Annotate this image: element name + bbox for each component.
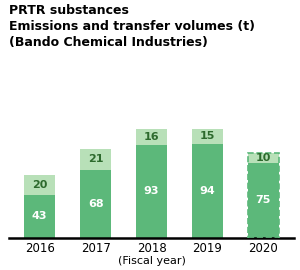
Text: 20: 20 xyxy=(32,180,47,190)
Bar xyxy=(192,129,223,144)
Text: (Bando Chemical Industries): (Bando Chemical Industries) xyxy=(9,36,208,49)
Text: 94: 94 xyxy=(200,186,215,196)
Bar xyxy=(136,129,167,145)
Bar xyxy=(136,145,167,238)
Text: 68: 68 xyxy=(88,199,103,209)
Bar xyxy=(80,170,111,238)
Bar xyxy=(80,149,111,170)
Bar xyxy=(24,195,55,238)
Bar xyxy=(248,163,279,238)
Bar xyxy=(192,144,223,238)
Text: PRTR substances: PRTR substances xyxy=(9,4,129,17)
Bar xyxy=(248,153,279,238)
Text: Emissions and transfer volumes (t): Emissions and transfer volumes (t) xyxy=(9,20,255,33)
Bar xyxy=(248,153,279,163)
Text: 10: 10 xyxy=(256,153,271,163)
X-axis label: (Fiscal year): (Fiscal year) xyxy=(118,256,185,266)
Text: 75: 75 xyxy=(256,195,271,205)
Text: 15: 15 xyxy=(200,131,215,141)
Text: 93: 93 xyxy=(144,186,159,196)
Text: 43: 43 xyxy=(32,211,47,221)
Text: 16: 16 xyxy=(144,132,159,142)
Bar xyxy=(24,175,55,195)
Text: 21: 21 xyxy=(88,154,103,164)
